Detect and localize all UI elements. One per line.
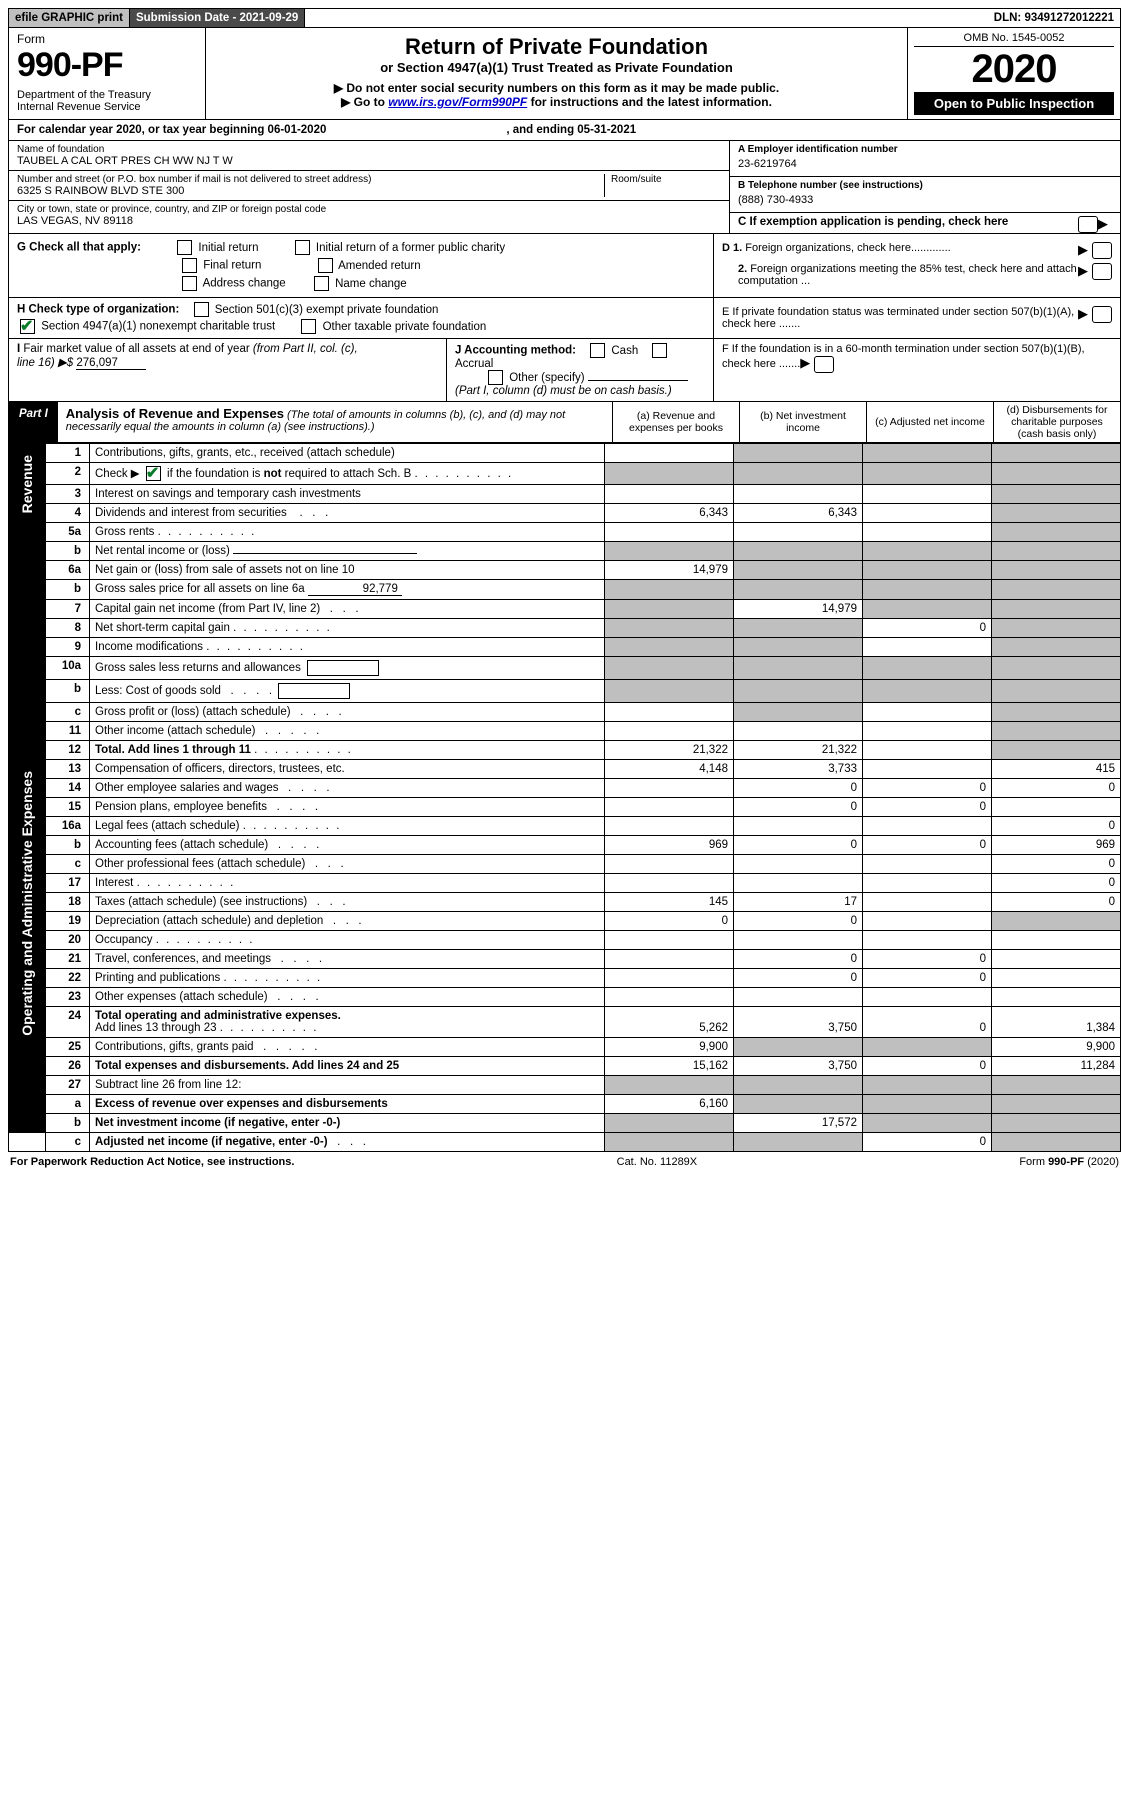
c-label: C If exemption application is pending, c… <box>738 216 1008 228</box>
g-initial-checkbox[interactable] <box>177 240 192 255</box>
f-checkbox[interactable] <box>814 356 834 373</box>
g-name-checkbox[interactable] <box>314 276 329 291</box>
revenue-side-label: Revenue <box>19 447 35 521</box>
efile-print-button[interactable]: efile GRAPHIC print <box>9 9 130 27</box>
form-title: Return of Private Foundation <box>216 34 897 60</box>
address-value: 6325 S RAINBOW BLVD STE 300 <box>17 185 598 197</box>
tax-year: 2020 <box>914 47 1114 92</box>
line10b-box <box>278 683 350 699</box>
part1-tab: Part I <box>9 402 58 442</box>
header-note-1: ▶ Do not enter social security numbers o… <box>216 81 897 95</box>
j-note: (Part I, column (d) must be on cash basi… <box>455 385 672 397</box>
dln-label: DLN: 93491272012221 <box>988 9 1120 27</box>
section-i-j-f: I Fair market value of all assets at end… <box>8 339 1121 402</box>
arrow-icon: ▶ <box>1098 216 1108 232</box>
col-a-header: (a) Revenue and expenses per books <box>612 402 739 442</box>
tel-label: B Telephone number (see instructions) <box>738 180 1112 191</box>
open-to-public: Open to Public Inspection <box>914 92 1114 115</box>
form-number: 990-PF <box>17 46 197 85</box>
ein-value: 23-6219764 <box>738 155 1112 173</box>
top-bar: efile GRAPHIC print Submission Date - 20… <box>8 8 1121 28</box>
room-label: Room/suite <box>611 174 721 185</box>
g-amended-checkbox[interactable] <box>318 258 333 273</box>
address-label: Number and street (or P.O. box number if… <box>17 174 598 185</box>
tel-value: (888) 730-4933 <box>738 191 1112 209</box>
ein-label: A Employer identification number <box>738 144 1112 155</box>
schb-checkbox[interactable] <box>146 466 161 481</box>
e-checkbox[interactable] <box>1092 306 1112 323</box>
city-value: LAS VEGAS, NV 89118 <box>17 215 721 227</box>
section-h-e: H Check type of organization: Section 50… <box>8 298 1121 339</box>
j-other-checkbox[interactable] <box>488 370 503 385</box>
footer-cat: Cat. No. 11289X <box>617 1156 698 1168</box>
section-g-d: G Check all that apply: Initial return I… <box>8 234 1121 298</box>
col-b-header: (b) Net investment income <box>739 402 866 442</box>
form-word: Form <box>17 32 197 46</box>
i-value: 276,097 <box>76 357 146 370</box>
h-4947-checkbox[interactable] <box>20 319 35 334</box>
city-label: City or town, state or province, country… <box>17 204 721 215</box>
part1-header: Part I Analysis of Revenue and Expenses … <box>8 402 1121 443</box>
calendar-year-row: For calendar year 2020, or tax year begi… <box>8 120 1121 141</box>
h-title: H Check type of organization: <box>17 304 179 316</box>
submission-date: Submission Date - 2021-09-29 <box>130 9 305 27</box>
foundation-info: Name of foundation TAUBEL A CAL ORT PRES… <box>8 141 1121 234</box>
expenses-side-label: Operating and Administrative Expenses <box>19 763 35 1044</box>
line6b-value: 92,779 <box>308 583 402 596</box>
i-label: I Fair market value of all assets at end… <box>17 343 358 355</box>
d2-checkbox[interactable] <box>1092 263 1112 280</box>
g-initial-former-checkbox[interactable] <box>295 240 310 255</box>
irs-link[interactable]: www.irs.gov/Form990PF <box>388 95 527 109</box>
form-header: Form 990-PF Department of the Treasury I… <box>8 28 1121 120</box>
header-note-2: ▶ Go to www.irs.gov/Form990PF for instru… <box>216 95 897 109</box>
dept-treasury: Department of the Treasury Internal Reve… <box>17 89 197 113</box>
col-c-header: (c) Adjusted net income <box>866 402 993 442</box>
footer-right: Form 990-PF (2020) <box>1019 1156 1119 1168</box>
page-footer: For Paperwork Reduction Act Notice, see … <box>8 1152 1121 1172</box>
foundation-name: TAUBEL A CAL ORT PRES CH WW NJ T W <box>17 155 721 167</box>
f-label: F If the foundation is in a 60-month ter… <box>722 343 1085 370</box>
analysis-table: Revenue 1Contributions, gifts, grants, e… <box>8 443 1121 1152</box>
e-label: E If private foundation status was termi… <box>722 306 1078 330</box>
footer-left: For Paperwork Reduction Act Notice, see … <box>10 1156 294 1168</box>
g-final-checkbox[interactable] <box>182 258 197 273</box>
col-d-header: (d) Disbursements for charitable purpose… <box>993 402 1120 442</box>
h-other-checkbox[interactable] <box>301 319 316 334</box>
h-501-checkbox[interactable] <box>194 302 209 317</box>
j-accrual-checkbox[interactable] <box>652 343 667 358</box>
g-title: G Check all that apply: Initial return I… <box>17 240 705 255</box>
g-address-checkbox[interactable] <box>182 276 197 291</box>
j-label: J Accounting method: <box>455 345 576 357</box>
c-checkbox[interactable] <box>1078 216 1098 233</box>
omb-number: OMB No. 1545-0052 <box>914 32 1114 47</box>
name-label: Name of foundation <box>17 144 721 155</box>
d1-checkbox[interactable] <box>1092 242 1112 259</box>
line10a-box <box>307 660 379 676</box>
j-cash-checkbox[interactable] <box>590 343 605 358</box>
form-subtitle: or Section 4947(a)(1) Trust Treated as P… <box>216 60 897 75</box>
